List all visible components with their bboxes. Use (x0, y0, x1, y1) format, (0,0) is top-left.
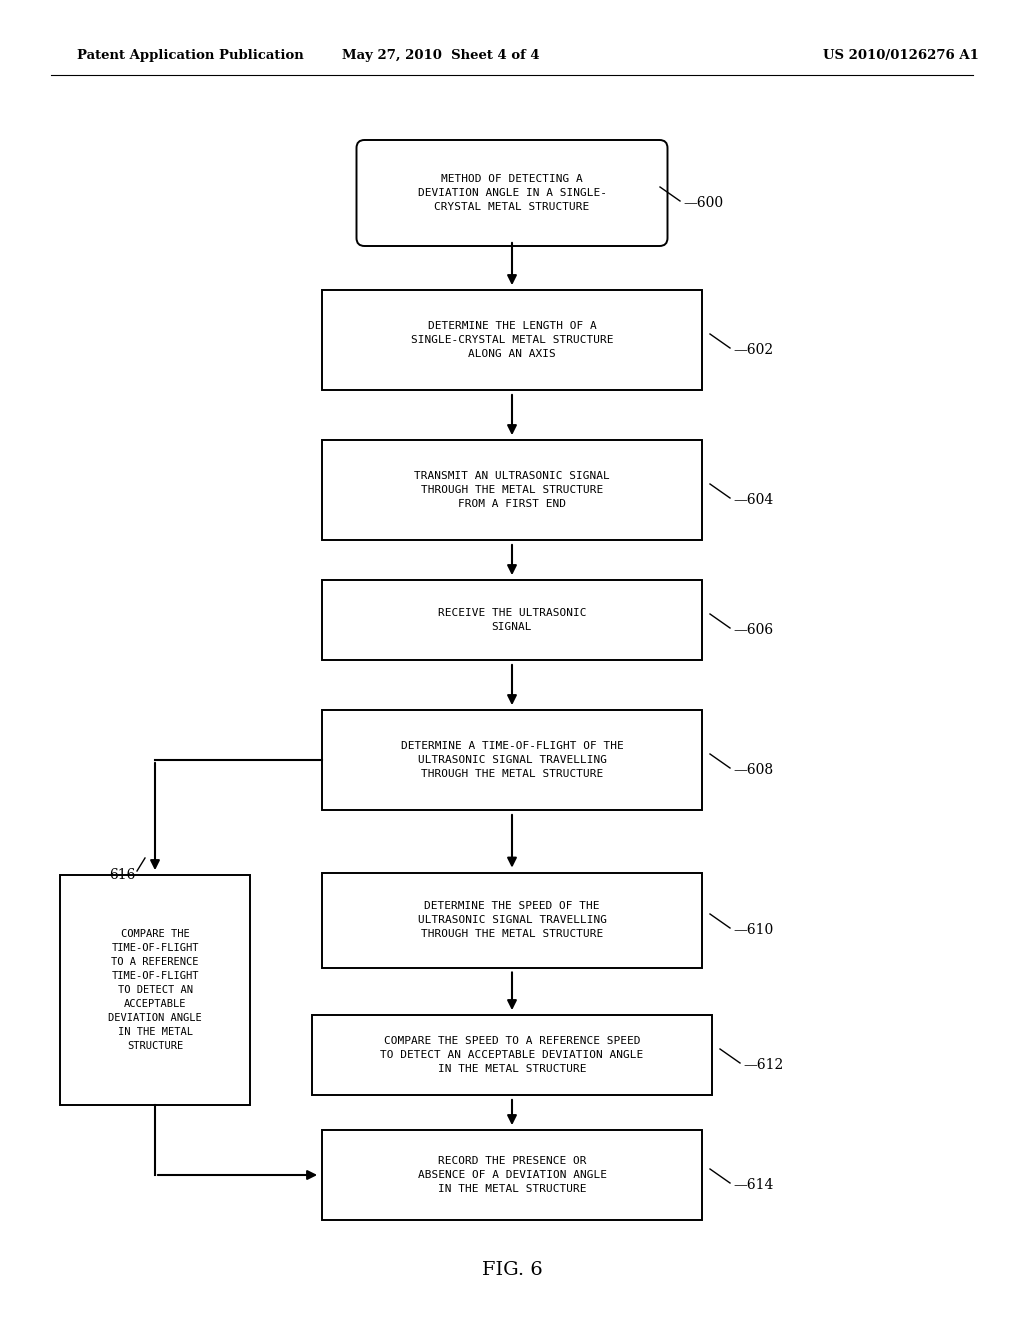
Bar (322, 1130, 702, 1220)
Bar (322, 290, 702, 389)
Text: —610: —610 (733, 923, 773, 937)
Bar (322, 710, 702, 810)
Bar (312, 1015, 712, 1096)
Text: RECORD THE PRESENCE OR
ABSENCE OF A DEVIATION ANGLE
IN THE METAL STRUCTURE: RECORD THE PRESENCE OR ABSENCE OF A DEVI… (418, 1156, 606, 1195)
Bar (322, 873, 702, 968)
Text: TRANSMIT AN ULTRASONIC SIGNAL
THROUGH THE METAL STRUCTURE
FROM A FIRST END: TRANSMIT AN ULTRASONIC SIGNAL THROUGH TH… (414, 471, 610, 510)
Text: DETERMINE THE SPEED OF THE
ULTRASONIC SIGNAL TRAVELLING
THROUGH THE METAL STRUCT: DETERMINE THE SPEED OF THE ULTRASONIC SI… (418, 902, 606, 939)
FancyBboxPatch shape (356, 140, 668, 246)
Text: COMPARE THE
TIME-OF-FLIGHT
TO A REFERENCE
TIME-OF-FLIGHT
TO DETECT AN
ACCEPTABLE: COMPARE THE TIME-OF-FLIGHT TO A REFERENC… (109, 929, 202, 1051)
Text: METHOD OF DETECTING A
DEVIATION ANGLE IN A SINGLE-
CRYSTAL METAL STRUCTURE: METHOD OF DETECTING A DEVIATION ANGLE IN… (418, 174, 606, 213)
Text: —602: —602 (733, 343, 773, 356)
Bar (322, 579, 702, 660)
Text: —608: —608 (733, 763, 773, 777)
Text: —604: —604 (733, 492, 773, 507)
Text: RECEIVE THE ULTRASONIC
SIGNAL: RECEIVE THE ULTRASONIC SIGNAL (437, 609, 587, 632)
Bar (60, 875, 250, 1105)
Text: DETERMINE THE LENGTH OF A
SINGLE-CRYSTAL METAL STRUCTURE
ALONG AN AXIS: DETERMINE THE LENGTH OF A SINGLE-CRYSTAL… (411, 321, 613, 359)
Text: COMPARE THE SPEED TO A REFERENCE SPEED
TO DETECT AN ACCEPTABLE DEVIATION ANGLE
I: COMPARE THE SPEED TO A REFERENCE SPEED T… (380, 1036, 644, 1074)
Text: US 2010/0126276 A1: US 2010/0126276 A1 (823, 49, 979, 62)
Text: —612: —612 (743, 1059, 783, 1072)
Text: Patent Application Publication: Patent Application Publication (77, 49, 303, 62)
Text: —600: —600 (683, 195, 723, 210)
Bar (322, 440, 702, 540)
Text: —606: —606 (733, 623, 773, 638)
Text: May 27, 2010  Sheet 4 of 4: May 27, 2010 Sheet 4 of 4 (342, 49, 539, 62)
Text: DETERMINE A TIME-OF-FLIGHT OF THE
ULTRASONIC SIGNAL TRAVELLING
THROUGH THE METAL: DETERMINE A TIME-OF-FLIGHT OF THE ULTRAS… (400, 741, 624, 779)
Text: 616: 616 (109, 869, 135, 882)
Text: —614: —614 (733, 1177, 773, 1192)
Text: FIG. 6: FIG. 6 (481, 1261, 543, 1279)
